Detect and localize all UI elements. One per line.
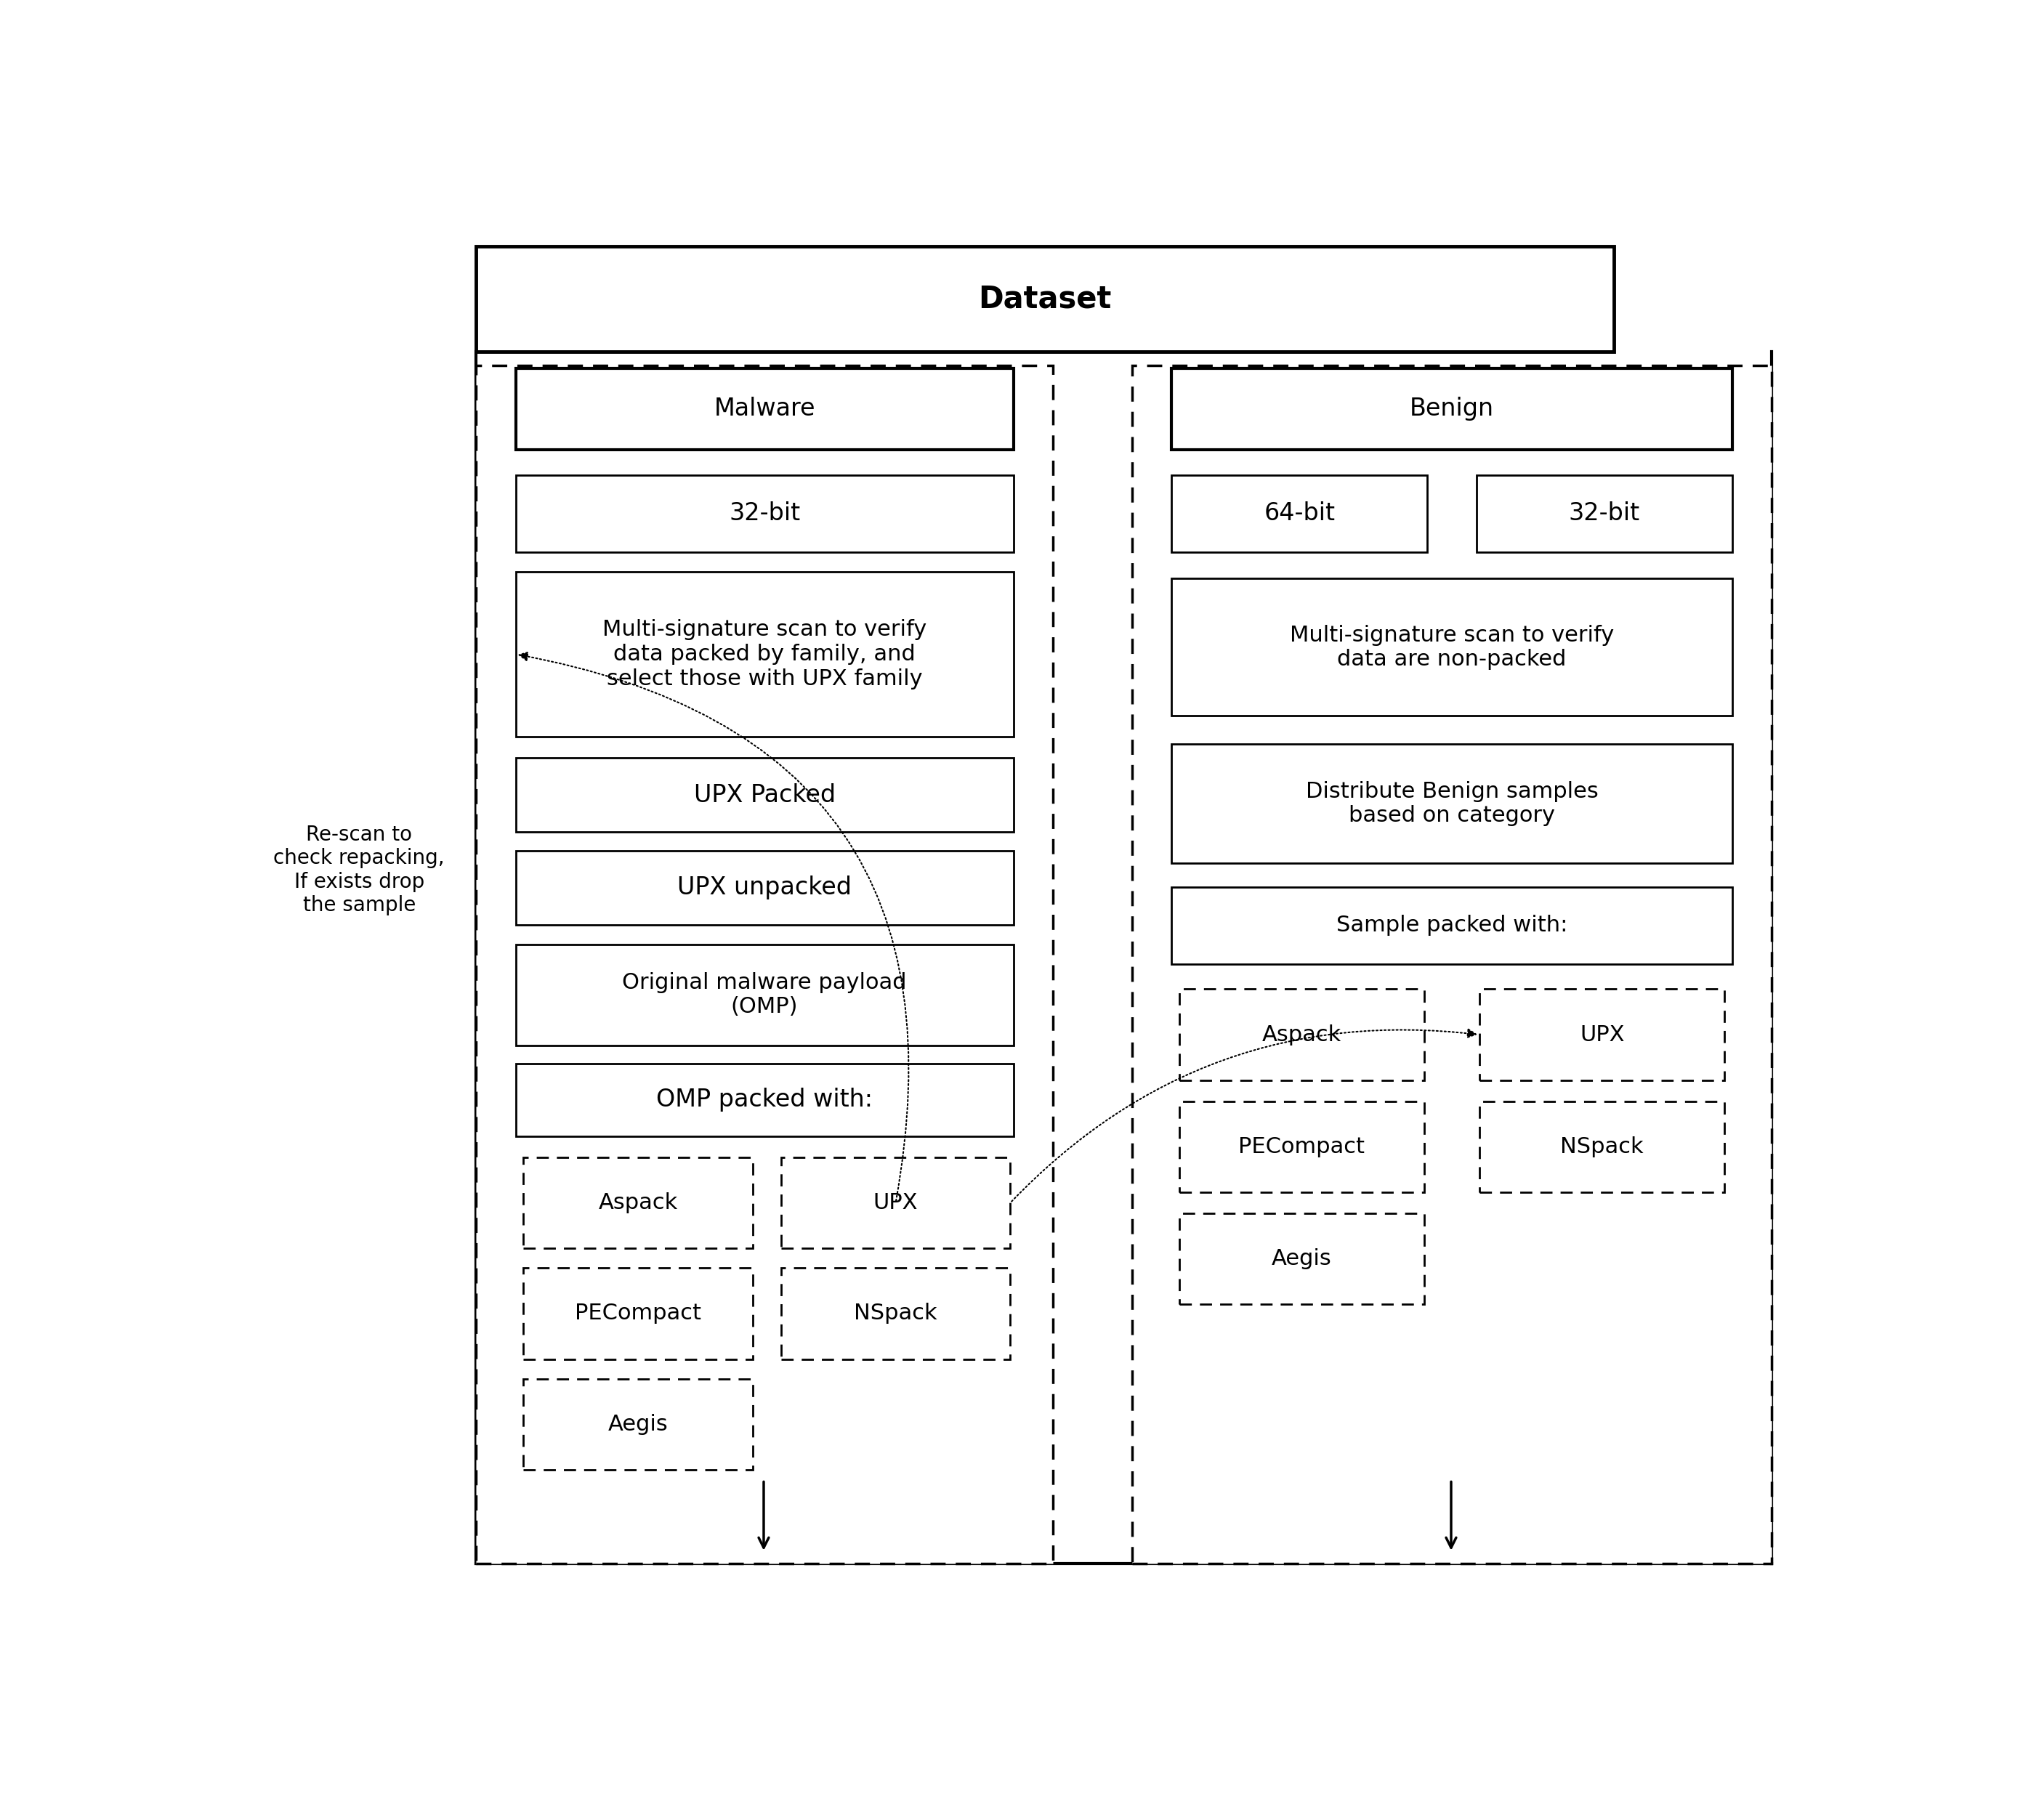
Bar xyxy=(1170,744,1733,863)
Bar xyxy=(516,571,1013,737)
Bar xyxy=(516,945,1013,1045)
Bar xyxy=(1480,990,1725,1081)
Text: 32-bit: 32-bit xyxy=(1568,500,1639,526)
Bar xyxy=(516,368,1013,450)
Text: PECompact: PECompact xyxy=(1238,1136,1364,1158)
Bar xyxy=(477,366,1052,1563)
Bar xyxy=(524,1158,752,1249)
Bar xyxy=(1476,475,1733,551)
Text: Aspack: Aspack xyxy=(597,1192,677,1214)
Text: Original malware payload
(OMP): Original malware payload (OMP) xyxy=(622,972,907,1017)
Text: UPX Packed: UPX Packed xyxy=(693,783,836,806)
Bar xyxy=(524,1380,752,1471)
Bar xyxy=(516,757,1013,832)
Bar xyxy=(516,1063,1013,1136)
Text: 64-bit: 64-bit xyxy=(1264,500,1336,526)
Text: Aegis: Aegis xyxy=(1272,1249,1331,1270)
Text: Aegis: Aegis xyxy=(608,1414,669,1434)
Bar xyxy=(1170,368,1733,450)
Text: Distribute Benign samples
based on category: Distribute Benign samples based on categ… xyxy=(1305,781,1599,826)
Bar xyxy=(477,246,1615,351)
Bar xyxy=(1179,1101,1423,1192)
Text: Multi-signature scan to verify
data packed by family, and
select those with UPX : Multi-signature scan to verify data pack… xyxy=(602,619,926,690)
Bar xyxy=(1132,366,1772,1563)
Text: UPX: UPX xyxy=(1580,1025,1625,1045)
Text: PECompact: PECompact xyxy=(575,1303,701,1325)
Text: OMP packed with:: OMP packed with: xyxy=(657,1088,873,1112)
Bar xyxy=(1179,990,1423,1081)
Text: Re-scan to
check repacking,
If exists drop
the sample: Re-scan to check repacking, If exists dr… xyxy=(273,824,445,915)
Text: Benign: Benign xyxy=(1409,397,1495,420)
Bar xyxy=(516,850,1013,925)
Bar xyxy=(781,1269,1009,1360)
Bar xyxy=(1170,475,1427,551)
Bar xyxy=(1170,579,1733,715)
Text: Sample packed with:: Sample packed with: xyxy=(1336,915,1568,935)
Text: NSpack: NSpack xyxy=(1560,1136,1643,1158)
Bar xyxy=(1179,1214,1423,1305)
Bar xyxy=(781,1158,1009,1249)
Bar xyxy=(1170,886,1733,965)
Bar xyxy=(524,1269,752,1360)
Text: Dataset: Dataset xyxy=(979,284,1111,315)
Text: UPX unpacked: UPX unpacked xyxy=(677,875,852,899)
Text: UPX: UPX xyxy=(873,1192,918,1214)
Text: Aspack: Aspack xyxy=(1262,1025,1342,1045)
Text: Multi-signature scan to verify
data are non-packed: Multi-signature scan to verify data are … xyxy=(1291,624,1615,670)
Bar xyxy=(516,475,1013,551)
Text: NSpack: NSpack xyxy=(854,1303,938,1325)
Text: Malware: Malware xyxy=(714,397,816,420)
Bar xyxy=(1480,1101,1725,1192)
Text: 32-bit: 32-bit xyxy=(728,500,799,526)
